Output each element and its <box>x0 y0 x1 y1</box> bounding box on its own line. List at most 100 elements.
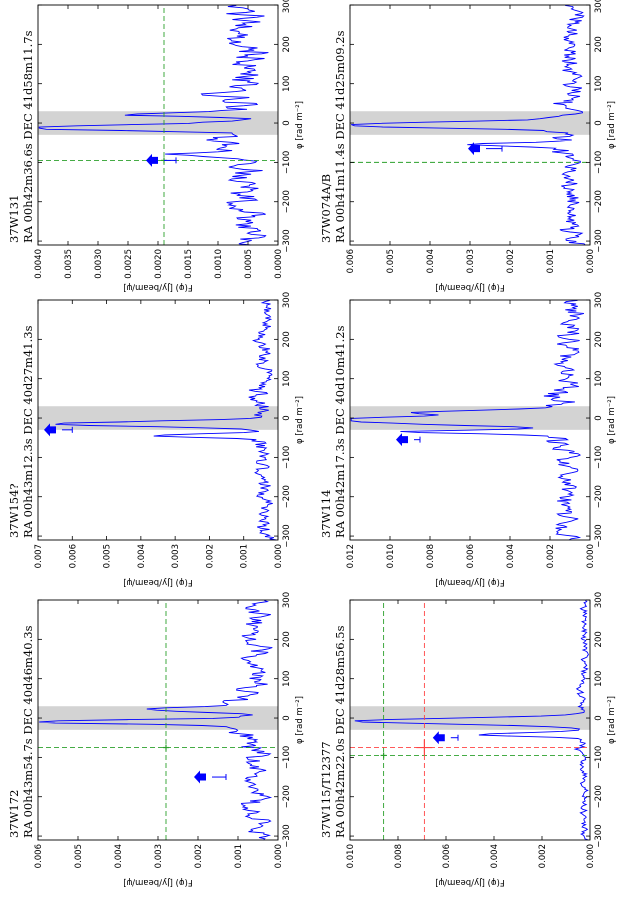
y-tick-label: 0.001 <box>234 844 244 868</box>
x-tick-label: 0 <box>282 715 292 720</box>
panel-subtitle: RA 00h43m54.7s DEC 40d46m40.3s <box>21 625 35 838</box>
x-tick-label: −300 <box>282 824 292 847</box>
x-tick-label: 100 <box>594 76 604 92</box>
x-tick-label: −100 <box>282 746 292 769</box>
x-tick-label: −300 <box>282 229 292 252</box>
x-tick-label: −200 <box>594 190 604 213</box>
peak-arrow-icon <box>468 142 480 156</box>
x-tick-label: 200 <box>282 631 292 647</box>
y-tick-label: 0.001 <box>240 544 250 568</box>
y-tick-label: 0.000 <box>274 844 284 868</box>
x-tick-label: 100 <box>282 76 292 92</box>
y-axis-label: F(φ) [Jy/beam/ψ] <box>435 877 504 887</box>
x-tick-label: 300 <box>282 292 292 308</box>
spectrum-line <box>351 4 586 246</box>
y-tick-label: 0.0010 <box>214 249 224 279</box>
y-tick-label: 0.002 <box>194 844 204 868</box>
rm-synthesis-band <box>350 111 590 135</box>
y-tick-label: 0.004 <box>506 544 516 568</box>
panel-37W074: 37W074A/B RA 00h41m11.4s DEC 41d25m09.2s… <box>319 0 617 292</box>
y-tick-label: 0.004 <box>114 844 124 868</box>
y-axis-label: F(φ) [Jy/beam/ψ] <box>123 282 192 292</box>
x-tick-label: −300 <box>282 524 292 547</box>
y-tick-label: 0.002 <box>546 544 556 568</box>
plot-frame <box>349 599 591 841</box>
y-tick-label: 0.005 <box>103 544 113 568</box>
y-tick-label: 0.012 <box>346 544 356 568</box>
x-tick-label: −100 <box>282 151 292 174</box>
x-tick-label: −200 <box>282 785 292 808</box>
x-tick-label: 200 <box>282 36 292 52</box>
panel-title: 37W074A/B <box>319 174 333 243</box>
x-tick-label: 300 <box>282 0 292 13</box>
panel-title: 37W172 <box>7 790 21 838</box>
panel-37W131: 37W131 RA 00h42m36.6s DEC 41d58m11.7s φ … <box>7 0 305 292</box>
x-axis-label: φ [rad m⁻²] <box>295 101 305 149</box>
y-tick-label: 0.006 <box>34 844 44 868</box>
x-tick-label: −100 <box>594 151 604 174</box>
peak-arrow-icon <box>396 433 408 447</box>
x-tick-label: −100 <box>594 746 604 769</box>
x-tick-label: 100 <box>282 371 292 387</box>
x-tick-label: 100 <box>594 671 604 687</box>
spectrum-line <box>354 600 589 841</box>
x-axis-label: φ [rad m⁻²] <box>295 696 305 744</box>
y-tick-label: 0.006 <box>466 544 476 568</box>
y-tick-label: 0.006 <box>442 844 452 868</box>
y-tick-label: 0.002 <box>506 249 516 273</box>
x-tick-label: −300 <box>594 229 604 252</box>
y-tick-label: 0.001 <box>546 249 556 273</box>
x-tick-label: 0 <box>594 415 604 420</box>
x-tick-label: 100 <box>282 671 292 687</box>
y-tick-label: 0.010 <box>346 844 356 868</box>
panel-37W172: 37W172 RA 00h43m54.7s DEC 40d46m40.3s φ … <box>7 592 305 887</box>
panel-title: 37W154? <box>7 483 21 538</box>
panel-subtitle: RA 00h42m36.6s DEC 41d58m11.7s <box>21 30 35 243</box>
x-tick-label: 0 <box>282 415 292 420</box>
x-tick-label: 300 <box>594 292 604 308</box>
x-tick-label: 200 <box>594 331 604 347</box>
y-tick-label: 0.004 <box>426 249 436 273</box>
plot-frame <box>37 299 279 541</box>
x-tick-label: −200 <box>282 485 292 508</box>
peak-arrow-icon <box>146 153 158 167</box>
x-tick-label: 100 <box>594 371 604 387</box>
y-tick-label: 0.006 <box>68 544 78 568</box>
panel-title: 37W131 <box>7 195 21 243</box>
panel-title: 37W114 <box>319 490 333 538</box>
x-axis-label: φ [rad m⁻²] <box>607 696 617 744</box>
x-tick-label: 300 <box>594 0 604 13</box>
x-axis-label: φ [rad m⁻²] <box>607 396 617 444</box>
y-tick-label: 0.000 <box>586 249 596 273</box>
x-tick-label: 200 <box>594 36 604 52</box>
spectrum-line <box>38 4 269 246</box>
y-tick-label: 0.008 <box>394 844 404 868</box>
y-axis-label: F(φ) [Jy/beam/ψ] <box>435 282 504 292</box>
y-tick-label: 0.0020 <box>154 249 164 279</box>
rm-synthesis-band <box>38 706 278 730</box>
y-tick-label: 0.0015 <box>184 249 194 279</box>
panel-subtitle: RA 00h42m17.3s DEC 40d10m41.2s <box>333 325 347 538</box>
x-tick-label: 0 <box>594 120 604 125</box>
spectrum-line <box>39 599 273 841</box>
x-tick-label: 200 <box>282 331 292 347</box>
y-tick-label: 0.005 <box>386 249 396 273</box>
y-tick-label: 0.010 <box>386 544 396 568</box>
x-tick-label: 0 <box>594 715 604 720</box>
y-tick-label: 0.003 <box>171 544 181 568</box>
x-tick-label: −200 <box>282 190 292 213</box>
x-tick-label: −100 <box>282 446 292 469</box>
x-tick-label: −300 <box>594 524 604 547</box>
x-tick-label: −100 <box>594 446 604 469</box>
y-tick-label: 0.0005 <box>244 249 254 279</box>
y-tick-label: 0.0035 <box>64 249 74 279</box>
y-tick-label: 0.0000 <box>274 249 284 279</box>
peak-arrow-icon <box>194 770 206 784</box>
y-axis-label: F(φ) [Jy/beam/ψ] <box>435 577 504 587</box>
y-tick-label: 0.003 <box>466 249 476 273</box>
spectrum-line <box>350 299 585 541</box>
panel-37W154: 37W154? RA 00h43m12.3s DEC 40d27m41.3s φ… <box>7 292 305 587</box>
x-axis-label: φ [rad m⁻²] <box>295 396 305 444</box>
peak-arrow-icon <box>44 423 56 437</box>
